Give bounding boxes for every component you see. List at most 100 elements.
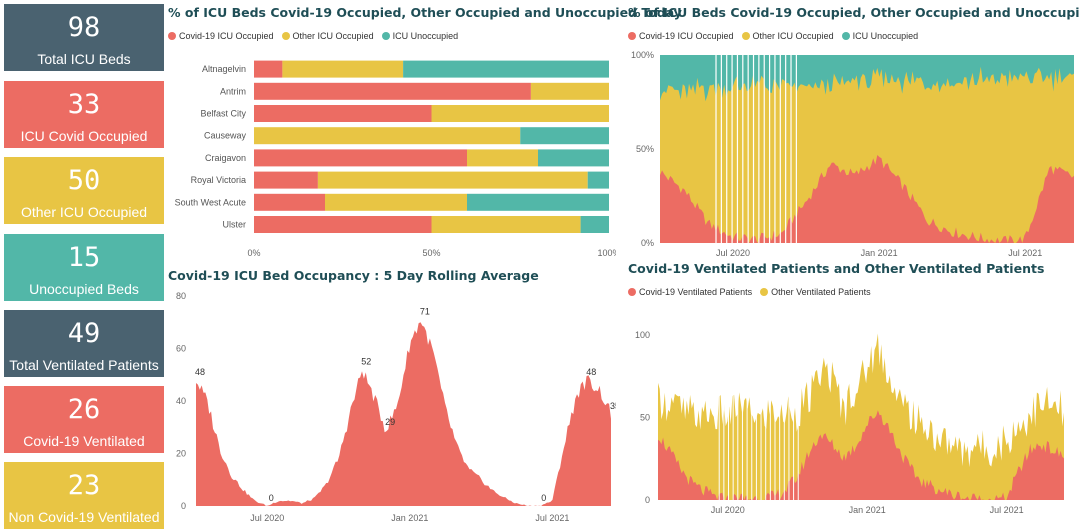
x-tick-label: Jul 2020 — [250, 513, 284, 523]
legend-dot-covid — [168, 32, 176, 40]
kpi-value: 49 — [67, 318, 101, 349]
legend-item[interactable]: Covid-19 ICU Occupied — [628, 31, 734, 41]
legend-dot-unoccupied — [381, 32, 390, 40]
data-label: 48 — [586, 367, 596, 377]
legend-item[interactable]: Other ICU Occupied — [281, 31, 374, 41]
legend-dot-other — [741, 32, 750, 40]
chart4-stacked-area: 0 50 100 Jul 2020 Jan 2021 Jul 2021 — [635, 310, 1064, 515]
kpi-value: 15 — [67, 242, 101, 273]
legend-item[interactable]: Other ICU Occupied — [741, 31, 834, 41]
legend-dot-covid — [628, 32, 636, 40]
category-label: South West Acute — [175, 197, 246, 207]
kpi-other-icu-occupied: 50 Other ICU Occupied — [4, 157, 164, 224]
bar-segment — [520, 127, 609, 145]
y-tick-label: 0 — [645, 495, 650, 505]
y-tick-label: 0% — [641, 238, 654, 248]
legend-item[interactable]: Other Ventilated Patients — [760, 287, 871, 297]
kpi-value: 50 — [67, 165, 101, 196]
bar-segment — [467, 193, 609, 211]
x-tick-label: 0% — [247, 248, 260, 258]
kpi-covid-ventilated: 26 Covid-19 Ventilated — [4, 386, 164, 453]
data-label: 0 — [269, 493, 274, 503]
kpi-label: Non Covid-19 Ventilated — [8, 509, 160, 525]
kpi-total-icu-beds: 98 Total ICU Beds — [4, 4, 164, 71]
bar-segment — [403, 60, 609, 78]
kpi-label: ICU Covid Occupied — [20, 128, 148, 144]
bar-segment — [530, 82, 609, 100]
y-tick-label: 80 — [176, 291, 186, 301]
y-tick-label: 40 — [176, 396, 186, 406]
x-tick-label: Jan 2021 — [861, 248, 898, 258]
legend-label: Covid-19 ICU Occupied — [639, 31, 734, 41]
bar-segment — [325, 193, 467, 211]
y-tick-label: 20 — [176, 449, 186, 459]
category-label: Ulster — [222, 220, 246, 230]
bar-segment — [254, 193, 325, 211]
kpi-value: 23 — [67, 470, 101, 501]
bar-segment — [317, 171, 588, 189]
kpi-unoccupied-beds: 15 Unoccupied Beds — [4, 234, 164, 301]
kpi-label: Other ICU Occupied — [20, 204, 148, 220]
data-label: 0 — [541, 493, 546, 503]
bar-segment — [467, 149, 538, 167]
kpi-non-covid-ventilated: 23 Non Covid-19 Ventilated — [4, 462, 164, 529]
legend-dot-other — [760, 288, 769, 296]
data-label: 48 — [195, 367, 205, 377]
legend-dot-other — [281, 32, 290, 40]
kpi-label: Total ICU Beds — [37, 51, 131, 67]
category-label: Causeway — [204, 131, 247, 141]
chart3-area: 0 20 40 60 80 48 0 52 29 71 0 48 35 Jul 2020 Jan 2021 J… — [176, 291, 616, 523]
chart1-title: % of ICU Beds Covid-19 Occupied, Other O… — [168, 5, 682, 20]
x-tick-label: Jan 2021 — [849, 505, 886, 515]
x-tick-label: Jul 2021 — [1008, 248, 1042, 258]
y-tick-label: 50% — [636, 144, 654, 154]
x-tick-label: Jul 2020 — [716, 248, 750, 258]
legend-label: ICU Unoccupied — [392, 31, 459, 41]
x-tick-label: 50% — [422, 248, 440, 258]
area-covid — [660, 155, 1074, 243]
x-tick-label: Jul 2021 — [535, 513, 569, 523]
x-tick-label: 100% — [597, 248, 616, 258]
y-tick-label: 100% — [631, 50, 654, 60]
bar-segment — [254, 105, 432, 122]
chart3-title: Covid-19 ICU Bed Occupancy : 5 Day Rolli… — [168, 268, 539, 283]
bar-segment — [254, 216, 432, 233]
kpi-label: Total Ventilated Patients — [9, 357, 159, 373]
area-covid-rolling — [196, 322, 611, 506]
bar-segment — [282, 60, 404, 78]
kpi-value: 98 — [67, 12, 101, 43]
chart1-legend: Covid-19 ICU Occupied Other ICU Occupied… — [168, 31, 466, 41]
chart4-legend: Covid-19 Ventilated Patients Other Venti… — [628, 287, 879, 297]
legend-item[interactable]: ICU Unoccupied — [381, 31, 459, 41]
kpi-label: Covid-19 Ventilated — [23, 433, 145, 449]
legend-dot-unoccupied — [841, 32, 850, 40]
kpi-label: Unoccupied Beds — [29, 281, 139, 297]
area-covid-ventilated — [658, 410, 1064, 500]
legend-item[interactable]: Covid-19 ICU Occupied — [168, 31, 274, 41]
category-label: Belfast City — [200, 109, 246, 119]
category-label: Antrim — [220, 86, 246, 96]
data-label: 52 — [361, 357, 371, 367]
x-tick-label: Jan 2021 — [391, 513, 428, 523]
legend-label: ICU Unoccupied — [852, 31, 919, 41]
legend-dot-covid — [628, 288, 636, 296]
kpi-value: 33 — [67, 89, 101, 120]
legend-label: Covid-19 Ventilated Patients — [639, 287, 753, 297]
category-label: Altnagelvin — [202, 64, 246, 74]
legend-label: Covid-19 ICU Occupied — [179, 31, 274, 41]
x-tick-label: Jul 2020 — [711, 505, 745, 515]
y-tick-label: 60 — [176, 344, 186, 354]
x-tick-label: Jul 2021 — [990, 505, 1024, 515]
chart1-stacked-bar: Altnagelvin Antrim Belfast City Causeway Cra… — [175, 60, 616, 258]
legend-item[interactable]: ICU Unoccupied — [841, 31, 919, 41]
legend-label: Other ICU Occupied — [292, 31, 374, 41]
chart2-percent-area: 0% 50% 100% Jul 2020 Jan 2021 Jul 2021 — [631, 50, 1074, 258]
bar-segment — [254, 171, 318, 189]
y-tick-label: 100 — [635, 330, 650, 340]
legend-item[interactable]: Covid-19 Ventilated Patients — [628, 287, 752, 297]
legend-label: Other ICU Occupied — [752, 31, 834, 41]
area-other — [660, 66, 1074, 243]
bar-segment — [254, 60, 283, 78]
data-label: 35 — [610, 401, 616, 411]
chart4-title: Covid-19 Ventilated Patients and Other V… — [628, 261, 1045, 276]
